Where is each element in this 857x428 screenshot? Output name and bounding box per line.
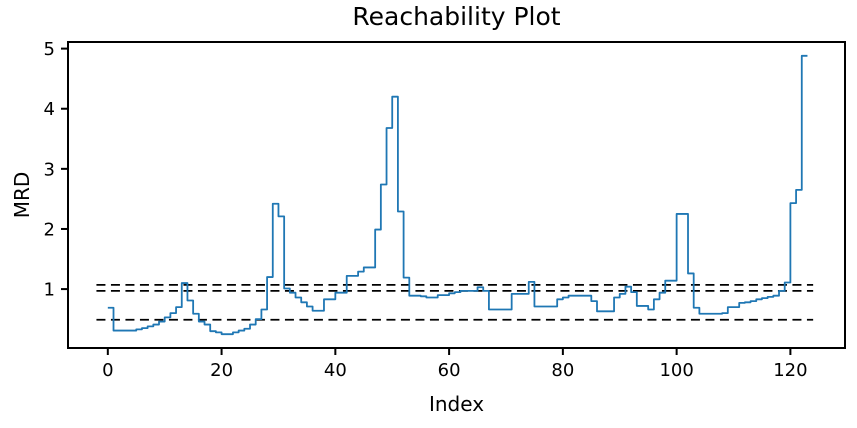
x-tick-label: 60 — [438, 360, 461, 381]
y-tick-label: 5 — [44, 39, 55, 60]
y-tick-label: 2 — [44, 219, 55, 240]
reachability-step-line — [107, 54, 808, 336]
x-tick-label: 20 — [210, 360, 233, 381]
y-tick-label: 3 — [44, 159, 55, 180]
x-tick-label: 40 — [324, 360, 347, 381]
x-tick-label: 0 — [102, 360, 113, 381]
x-tick-label: 120 — [773, 360, 807, 381]
x-tick-label: 100 — [659, 360, 693, 381]
chart-title: Reachability Plot — [352, 2, 561, 31]
x-axis-label: Index — [428, 392, 485, 416]
plot-frame — [67, 41, 846, 349]
y-tick-label: 1 — [44, 280, 55, 301]
x-tick-label: 80 — [551, 360, 574, 381]
y-tick-label: 4 — [44, 99, 55, 120]
